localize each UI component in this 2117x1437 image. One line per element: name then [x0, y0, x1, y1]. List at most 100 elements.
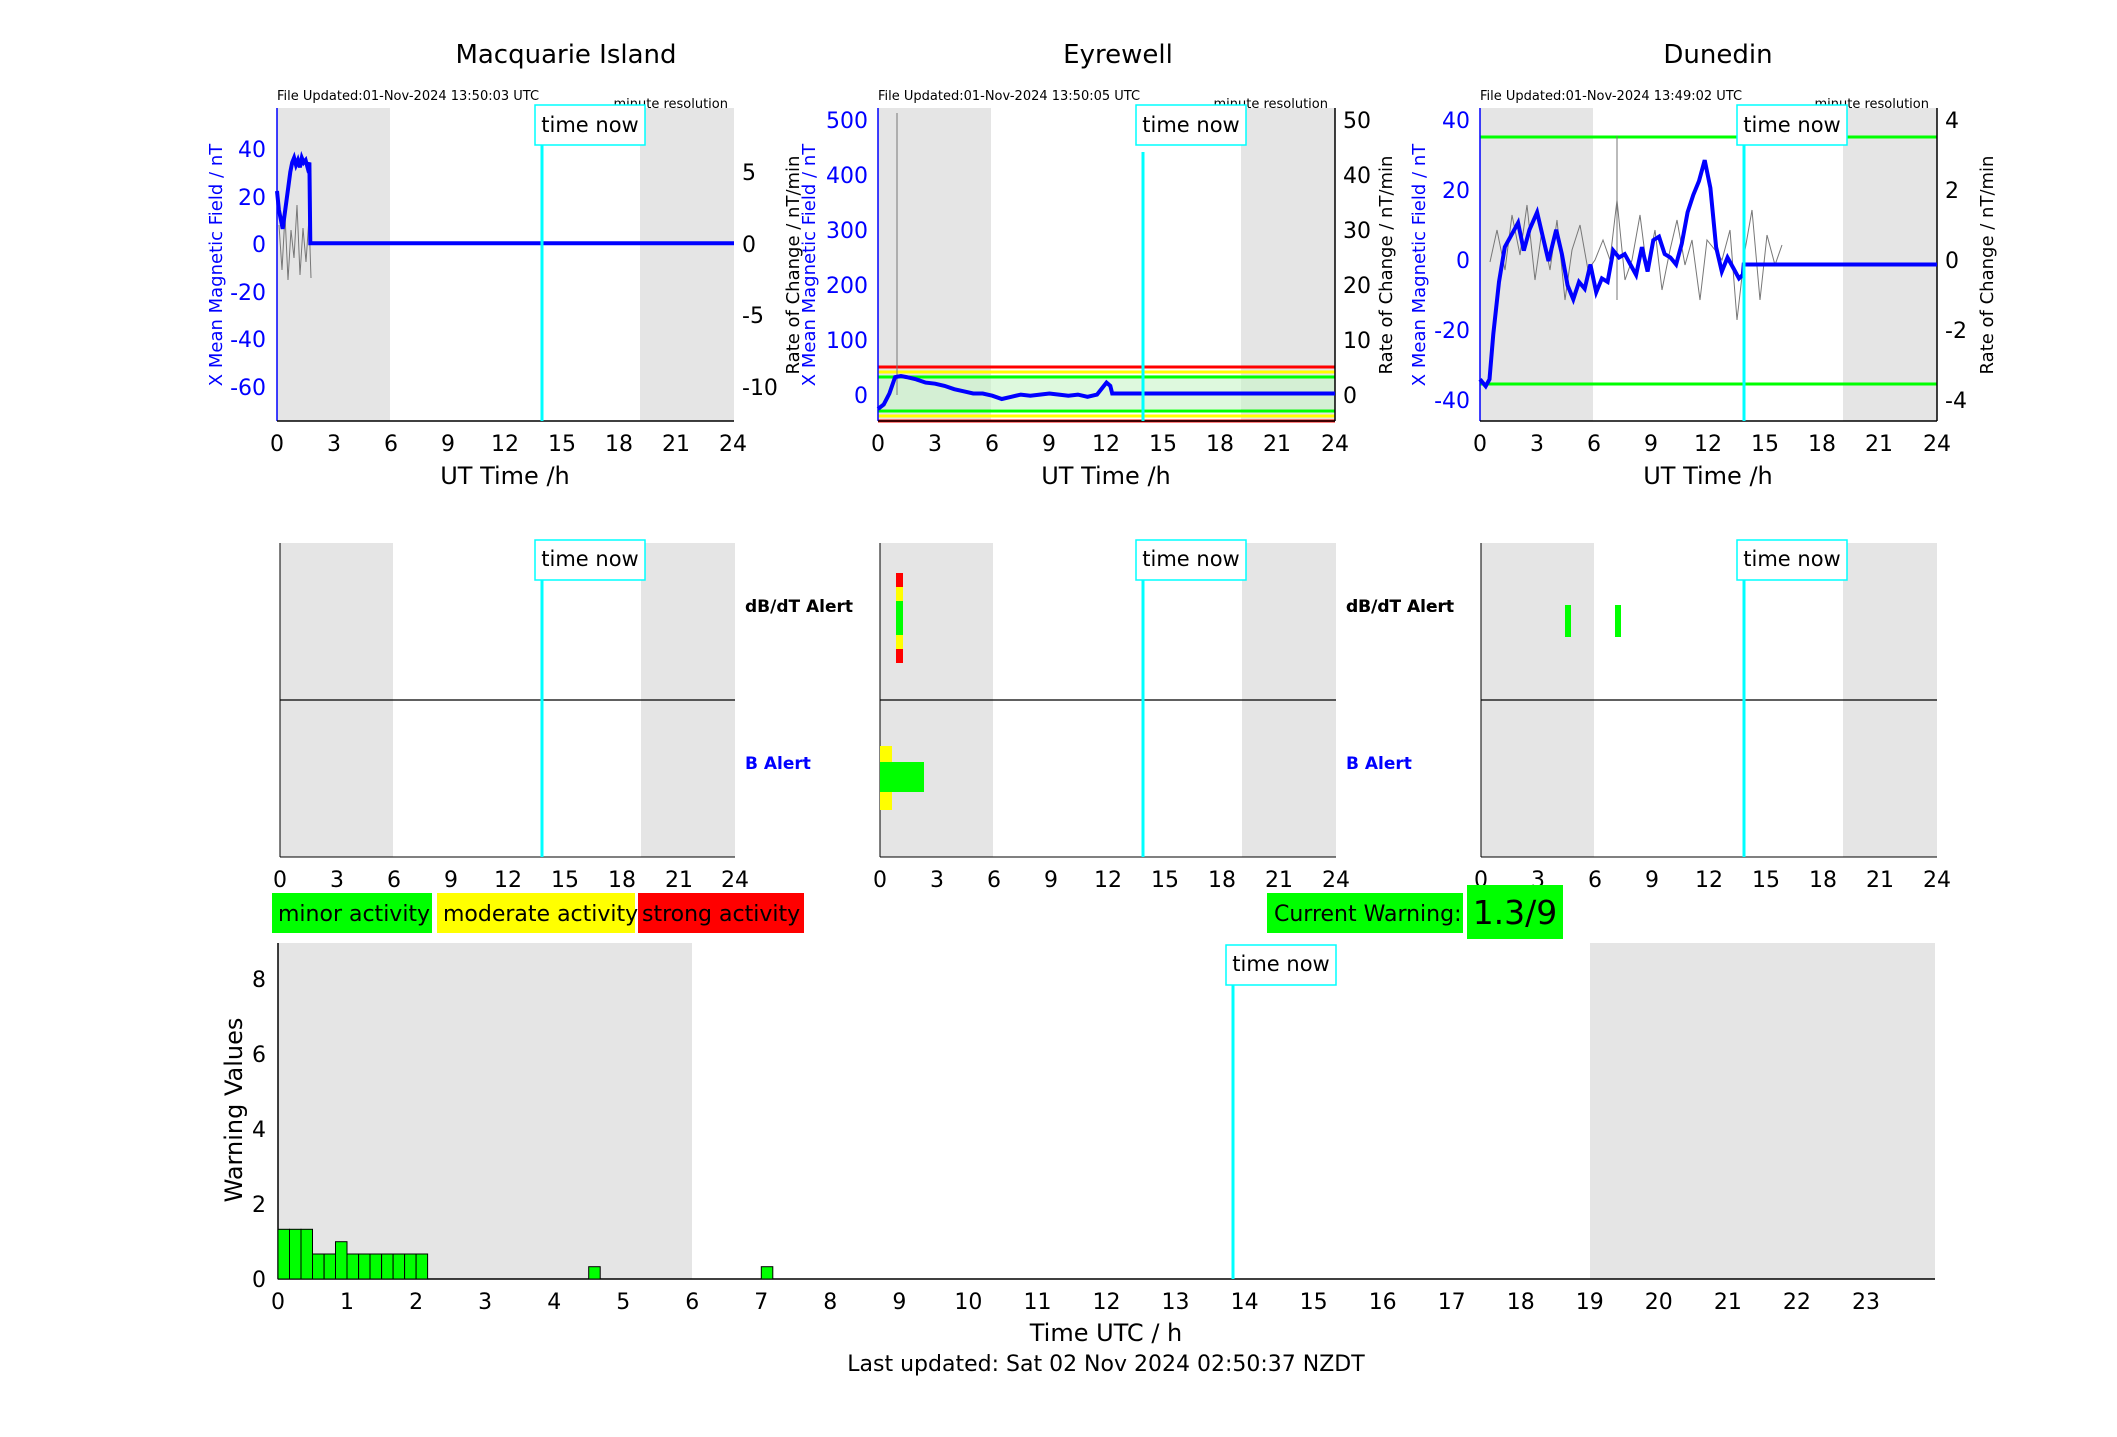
warning-bar [335, 1241, 348, 1280]
current-warning-value: 1.3/9 [1473, 893, 1558, 932]
x-tick-label: 0 [873, 868, 887, 893]
legend-strong-label: strong activity [642, 902, 800, 927]
x-tick-label: 1 [340, 1290, 354, 1315]
x-axis-label: UT Time /h [1643, 462, 1773, 490]
panel-dunedin: Dunedin File Updated:01-Nov-2024 13:49:0… [1409, 40, 1998, 893]
x-tick-label: 24 [1322, 868, 1350, 893]
dbdt-alert-label: dB/dT Alert [745, 597, 853, 617]
time-now-label: time now [1743, 113, 1840, 137]
x-tick-label: 21 [1865, 432, 1893, 457]
y-axis-label: X Mean Magnetic Field / nT [206, 143, 227, 386]
x-tick-label: 12 [1695, 868, 1723, 893]
y-tick-label: -20 [1434, 319, 1470, 344]
x-tick-label: 14 [1231, 1290, 1259, 1315]
y-tick-label: 40 [1442, 109, 1470, 134]
right-tick-labels: 4 2 0 -2 -4 [1945, 109, 1967, 414]
y-axis-label: X Mean Magnetic Field / nT [799, 143, 820, 386]
b-alert-label: B Alert [745, 754, 811, 774]
time-now-box [1736, 104, 1848, 146]
warning-bars [277, 1228, 774, 1280]
x-tick-label: 6 [384, 432, 398, 457]
x-tick-label: 12 [1093, 1290, 1121, 1315]
moderate-segment [896, 587, 903, 601]
time-now-box [534, 104, 646, 146]
night-shade [1241, 108, 1335, 421]
x-tick-label: 6 [987, 868, 1001, 893]
x-tick-label: 21 [1265, 868, 1293, 893]
warning-bar [323, 1253, 337, 1280]
dbdt-alert-label: dB/dT Alert [1346, 597, 1454, 617]
last-updated-footer: Last updated: Sat 02 Nov 2024 02:50:37 N… [847, 1352, 1365, 1377]
moderate-segment [896, 635, 903, 649]
x-tick-label: 15 [1149, 432, 1177, 457]
y-axis-label: Warning Values [220, 1018, 248, 1203]
legend-moderate-label: moderate activity [443, 902, 638, 927]
x-tick-label: 6 [1587, 432, 1601, 457]
legend-moderate-swatch [437, 893, 635, 933]
x-tick-label: 15 [548, 432, 576, 457]
warning-bar [277, 1228, 290, 1280]
y-tick-label: 0 [252, 1268, 266, 1293]
y-tick-label: -40 [1434, 389, 1470, 414]
dbdt-alert-label: dB/dT Alert [1346, 597, 1454, 617]
current-warning-value-box [1467, 885, 1563, 939]
y-tick-label: -10 [742, 376, 778, 401]
y-tick-label: 4 [252, 1118, 266, 1143]
y-tick-label: 20 [1343, 274, 1371, 299]
y-tick-label: 4 [1945, 109, 1959, 134]
x-tick-labels: 0 3 6 9 12 15 18 21 24 [270, 432, 747, 457]
x-tick-label: 19 [1576, 1290, 1604, 1315]
field-series-line [275, 150, 734, 246]
warning-bar [381, 1253, 394, 1280]
y-tick-label: 8 [252, 968, 266, 993]
b-alert-label: B Alert [1346, 754, 1412, 774]
current-warning-label: Current Warning: [1274, 902, 1461, 927]
time-now-label: time now [1743, 547, 1840, 571]
y-tick-label: -60 [230, 376, 266, 401]
x-tick-label: 3 [928, 432, 942, 457]
y-tick-label: 2 [252, 1193, 266, 1218]
x-tick-label: 24 [1923, 868, 1951, 893]
x-tick-label: 15 [551, 868, 579, 893]
x-tick-label: 18 [1206, 432, 1234, 457]
left-tick-labels: 40 20 0 -20 -40 [1434, 109, 1470, 414]
night-shade [878, 108, 991, 421]
x-tick-label: 6 [985, 432, 999, 457]
time-now-box [1225, 944, 1337, 986]
warning-bar [760, 1266, 774, 1280]
y-tick-label: 100 [826, 329, 868, 354]
y-tick-label: 0 [742, 233, 756, 258]
y-tick-label: -4 [1945, 389, 1967, 414]
x-tick-label: 23 [1852, 1290, 1880, 1315]
x-tick-label: 15 [1751, 432, 1779, 457]
x-tick-label: 16 [1369, 1290, 1397, 1315]
x-tick-label: 11 [1024, 1290, 1052, 1315]
station-title: Dunedin [1663, 40, 1772, 70]
x-tick-label: 0 [273, 868, 287, 893]
legend-strong-swatch [638, 893, 804, 933]
warning-bar [588, 1266, 601, 1280]
x-tick-label: 3 [327, 432, 341, 457]
x-axis-label: UT Time /h [440, 462, 570, 490]
file-updated-label: File Updated:01-Nov-2024 13:50:03 UTC [277, 89, 539, 104]
y-tick-label: 400 [826, 164, 868, 189]
legend-minor-swatch [272, 893, 432, 933]
x-tick-label: 9 [1644, 432, 1658, 457]
warning-bar [369, 1253, 382, 1280]
time-now-box [1736, 539, 1848, 581]
y-tick-label: 10 [1343, 329, 1371, 354]
x-tick-label: 18 [608, 868, 636, 893]
y-tick-label: 40 [1343, 164, 1371, 189]
x-tick-label: 12 [1094, 868, 1122, 893]
right-tick-labels: 50 40 30 20 10 0 [1343, 109, 1371, 409]
x-tick-label: 6 [685, 1290, 699, 1315]
warning-bar [300, 1228, 313, 1280]
y-tick-label: 20 [238, 186, 266, 211]
file-updated-label: File Updated:01-Nov-2024 13:49:02 UTC [1480, 89, 1742, 104]
y-axis-label: X Mean Magnetic Field / nT [1409, 143, 1430, 386]
x-tick-label: 21 [1714, 1290, 1742, 1315]
x-tick-label: 12 [1694, 432, 1722, 457]
x-tick-label: 6 [1588, 868, 1602, 893]
station-title: Macquarie Island [455, 40, 676, 70]
minor-segment [1565, 605, 1571, 637]
